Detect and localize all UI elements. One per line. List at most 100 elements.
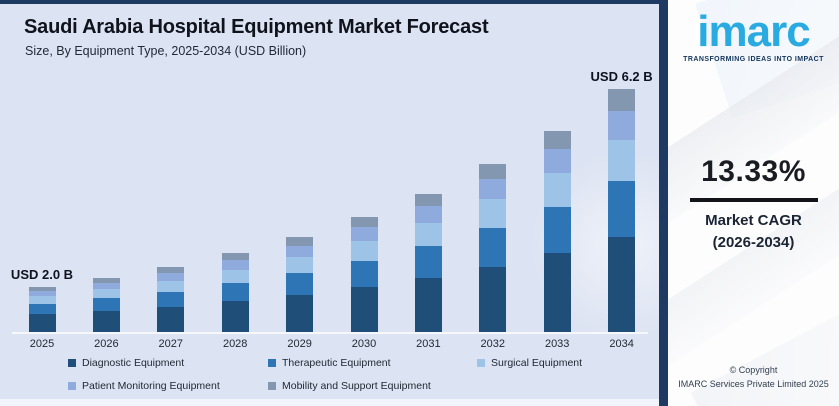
imarc-logo-tagline: TRANSFORMING IDEAS INTO IMPACT	[683, 56, 824, 63]
x-tick-2029: 2029	[287, 338, 312, 350]
x-axis-line	[12, 332, 648, 334]
cagr-label: Market CAGR (2026-2034)	[668, 210, 839, 254]
bar-segment-diagnostic-equipment	[221, 301, 249, 332]
bar-segment-mobility-and-support-equipment	[286, 237, 314, 246]
bar-segment-patient-monitoring-equipment	[92, 282, 120, 290]
brand-sidebar: imarc TRANSFORMING IDEAS INTO IMPACT 13.…	[668, 0, 839, 406]
bar-segment-therapeutic-equipment	[608, 181, 636, 238]
imarc-logo-text: imarc	[697, 7, 810, 56]
bar-segment-mobility-and-support-equipment	[28, 287, 56, 292]
value-label-2034: USD 6.2 B	[590, 69, 653, 84]
bar-segment-surgical-equipment	[479, 199, 507, 229]
legend-swatch-icon	[268, 382, 276, 390]
x-tick-2032: 2032	[480, 338, 506, 350]
bar-segment-surgical-equipment	[608, 139, 636, 182]
copyright: © Copyright IMARC Services Private Limit…	[668, 364, 839, 392]
legend-item-patient-monitoring-equipment: Patient Monitoring Equipment	[68, 380, 220, 392]
legend-item-mobility-and-support-equipment: Mobility and Support Equipment	[268, 380, 431, 392]
legend-label: Patient Monitoring Equipment	[82, 380, 220, 392]
legend-swatch-icon	[68, 359, 76, 367]
copyright-line2: IMARC Services Private Limited 2025	[678, 379, 829, 390]
legend-swatch-icon	[68, 382, 76, 390]
cagr-block: 13.33% Market CAGR (2026-2034)	[668, 155, 839, 254]
bar-2031	[414, 194, 442, 332]
bar-segment-mobility-and-support-equipment	[92, 278, 120, 283]
bar-segment-diagnostic-equipment	[28, 314, 56, 332]
x-tick-2028: 2028	[222, 338, 248, 350]
x-tick-2025: 2025	[29, 338, 55, 350]
bar-segment-therapeutic-equipment	[414, 246, 442, 279]
legend-label: Mobility and Support Equipment	[282, 380, 431, 392]
bar-2030	[350, 217, 378, 332]
x-tick-2034: 2034	[609, 338, 634, 350]
bottom-strip	[0, 399, 659, 406]
x-tick-2030: 2030	[351, 338, 377, 350]
legend-item-diagnostic-equipment: Diagnostic Equipment	[68, 357, 184, 369]
bar-segment-diagnostic-equipment	[350, 287, 378, 332]
copyright-line1: © Copyright	[729, 365, 778, 376]
bar-segment-mobility-and-support-equipment	[157, 267, 185, 273]
bar-segment-patient-monitoring-equipment	[28, 291, 56, 297]
bar-segment-diagnostic-equipment	[157, 306, 185, 332]
x-tick-2031: 2031	[416, 338, 441, 350]
bar-segment-patient-monitoring-equipment	[479, 179, 507, 200]
bar-2025	[28, 287, 56, 332]
stacked-bar-chart: 2025 2026 2027 2028 2029 2030 2031 2032 2033 2034…	[11, 69, 653, 392]
legend-label: Diagnostic Equipment	[82, 357, 185, 369]
bar-segment-therapeutic-equipment	[543, 207, 571, 254]
bar-segment-patient-monitoring-equipment	[414, 206, 442, 223]
bar-segment-therapeutic-equipment	[221, 283, 249, 302]
bar-2032	[479, 164, 507, 332]
bar-2028	[221, 253, 249, 332]
bar-segment-surgical-equipment	[221, 269, 249, 284]
page-title: Saudi Arabia Hospital Equipment Market F…	[24, 16, 489, 38]
page-subtitle: Size, By Equipment Type, 2025-2034 (USD …	[25, 44, 307, 58]
bar-2026	[92, 278, 120, 332]
x-tick-2026: 2026	[94, 338, 119, 350]
bar-segment-surgical-equipment	[92, 289, 120, 299]
legend-swatch-icon	[268, 359, 276, 367]
bar-segment-mobility-and-support-equipment	[221, 253, 249, 261]
bar-segment-mobility-and-support-equipment	[479, 164, 507, 180]
bar-segment-patient-monitoring-equipment	[157, 272, 185, 281]
bar-segment-mobility-and-support-equipment	[608, 89, 636, 111]
legend-item-surgical-equipment: Surgical Equipment	[477, 357, 582, 369]
bar-segment-patient-monitoring-equipment	[543, 149, 571, 174]
cagr-value: 13.33%	[701, 155, 806, 188]
bar-segment-surgical-equipment	[28, 296, 56, 305]
bar-segment-surgical-equipment	[350, 241, 378, 261]
legend-item-therapeutic-equipment: Therapeutic Equipment	[268, 357, 391, 369]
bar-segment-mobility-and-support-equipment	[350, 217, 378, 228]
cagr-underline	[689, 198, 818, 202]
cagr-label-line2: (2026-2034)	[712, 233, 795, 251]
bar-2034	[608, 89, 636, 332]
bar-segment-surgical-equipment	[543, 173, 571, 208]
bar-segment-mobility-and-support-equipment	[543, 131, 571, 150]
bar-segment-therapeutic-equipment	[28, 304, 56, 315]
bar-segment-surgical-equipment	[414, 222, 442, 247]
bar-segment-diagnostic-equipment	[543, 253, 571, 332]
legend-label: Therapeutic Equipment	[282, 357, 391, 369]
bar-segment-surgical-equipment	[157, 280, 185, 292]
bar-segment-therapeutic-equipment	[479, 228, 507, 267]
x-tick-2033: 2033	[544, 338, 570, 350]
bar-segment-diagnostic-equipment	[608, 237, 636, 332]
cagr-label-line1: Market CAGR	[705, 212, 802, 229]
bar-segment-therapeutic-equipment	[92, 298, 120, 311]
bar-segment-patient-monitoring-equipment	[350, 227, 378, 242]
bar-segment-therapeutic-equipment	[350, 260, 378, 288]
x-tick-2027: 2027	[158, 338, 184, 350]
bar-segment-diagnostic-equipment	[414, 278, 442, 332]
bar-segment-patient-monitoring-equipment	[608, 110, 636, 140]
panel-divider	[659, 0, 668, 406]
bar-segment-therapeutic-equipment	[286, 273, 314, 295]
bar-2033	[543, 131, 571, 332]
bar-segment-therapeutic-equipment	[157, 291, 185, 307]
legend-swatch-icon	[477, 359, 485, 367]
bar-segment-patient-monitoring-equipment	[221, 260, 249, 270]
top-accent-strip	[0, 0, 659, 4]
bar-segment-diagnostic-equipment	[92, 310, 120, 332]
bar-2029	[286, 237, 314, 332]
chart-panel: Saudi Arabia Hospital Equipment Market F…	[0, 0, 659, 406]
